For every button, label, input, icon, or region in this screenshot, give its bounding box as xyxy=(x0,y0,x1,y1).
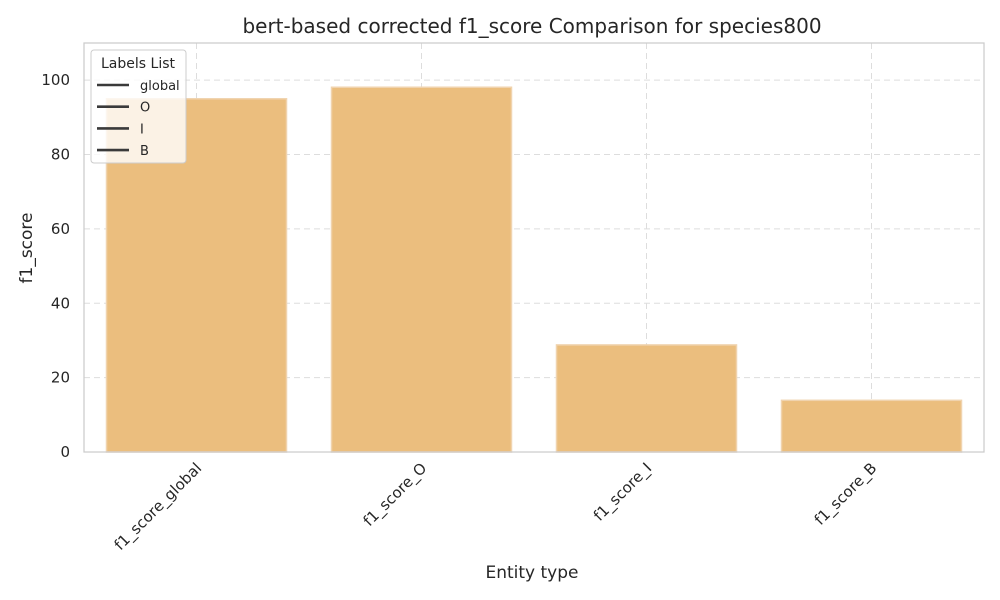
y-tick-label: 100 xyxy=(41,71,70,89)
bar-f1_score_B xyxy=(780,399,963,453)
legend-label-global: global xyxy=(140,79,180,94)
legend-label-O: O xyxy=(140,101,150,116)
y-tick-label: 80 xyxy=(51,146,70,164)
bar-f1_score_I xyxy=(555,344,738,453)
plot-frame xyxy=(83,42,985,453)
x-tick-label: f1_score_global xyxy=(111,459,206,554)
bars xyxy=(105,86,963,453)
y-tick-label: 20 xyxy=(51,369,70,387)
x-tick-label: f1_score_I xyxy=(590,459,656,525)
legend: Labels List global OIB xyxy=(90,49,187,164)
legend-label-B: B xyxy=(140,144,149,159)
chart-title: bert-based corrected f1_score Comparison… xyxy=(242,14,821,38)
x-tick-label: f1_score_O xyxy=(360,459,431,530)
y-tick-labels: 0 20 40 60 80 100 xyxy=(41,71,70,461)
y-tick-label: 40 xyxy=(51,294,70,312)
y-tick-label: 0 xyxy=(60,443,70,461)
bar-f1_score_O xyxy=(330,86,513,453)
x-tick-label: f1_score_B xyxy=(811,459,881,529)
x-axis-label: Entity type xyxy=(485,563,578,583)
legend-label-I: I xyxy=(140,122,144,137)
legend-title: Labels List xyxy=(101,56,175,72)
y-axis-label: f1_score xyxy=(17,213,37,284)
legend-box xyxy=(90,49,187,164)
x-tick-labels: f1_score_global f1_score_O f1_score_I f1_sc… xyxy=(111,459,881,554)
y-tick-label: 60 xyxy=(51,220,70,238)
